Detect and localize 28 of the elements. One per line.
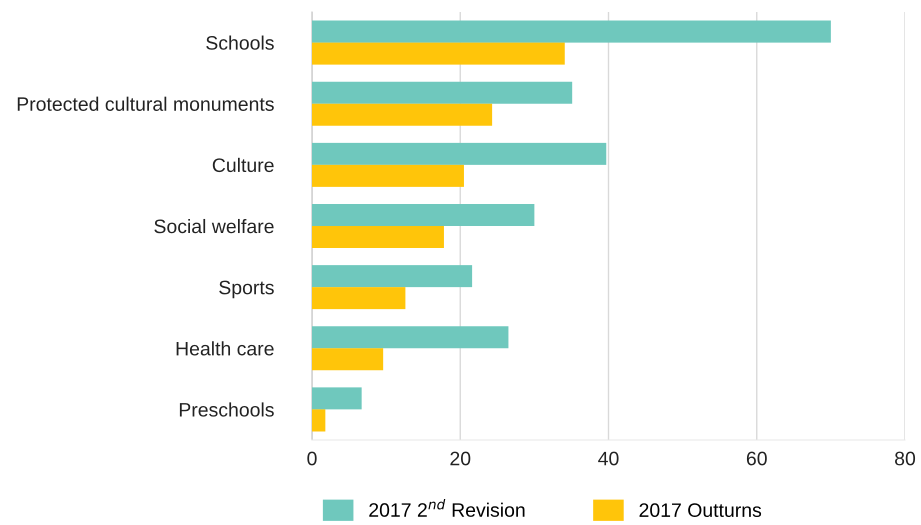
bar: [312, 287, 406, 310]
y-tick-label: Culture: [212, 158, 274, 172]
bar: [312, 348, 384, 370]
bar: [312, 409, 326, 432]
y-tick-label: Schools: [206, 36, 274, 50]
x-tick-label: 0: [307, 452, 317, 466]
y-tick-label: Sports: [219, 280, 274, 298]
x-tick-label: 40: [598, 452, 619, 466]
bar: [312, 20, 831, 43]
legend-label: 2017 Outturns: [640, 503, 762, 518]
y-tick-label: Health care: [176, 341, 274, 356]
bar: [312, 387, 362, 410]
y-tick-label: Social welfare: [154, 218, 274, 234]
bar: [312, 82, 572, 104]
y-tick-label: Preschools: [180, 402, 274, 417]
bar: [312, 164, 464, 187]
bar: [312, 142, 606, 165]
bar: [312, 265, 472, 288]
bar: [312, 226, 444, 248]
bar: [312, 42, 565, 65]
y-tick-label: Protected cultural monuments: [18, 96, 274, 111]
bar: [312, 104, 492, 126]
x-tick-label: 20: [450, 452, 470, 466]
bar: [312, 204, 534, 226]
legend-label: 2017 2$^{nd}$ Revision: [369, 498, 524, 517]
bar: [312, 326, 508, 348]
x-tick-label: 80: [895, 452, 916, 466]
x-tick-label: 60: [746, 452, 767, 466]
